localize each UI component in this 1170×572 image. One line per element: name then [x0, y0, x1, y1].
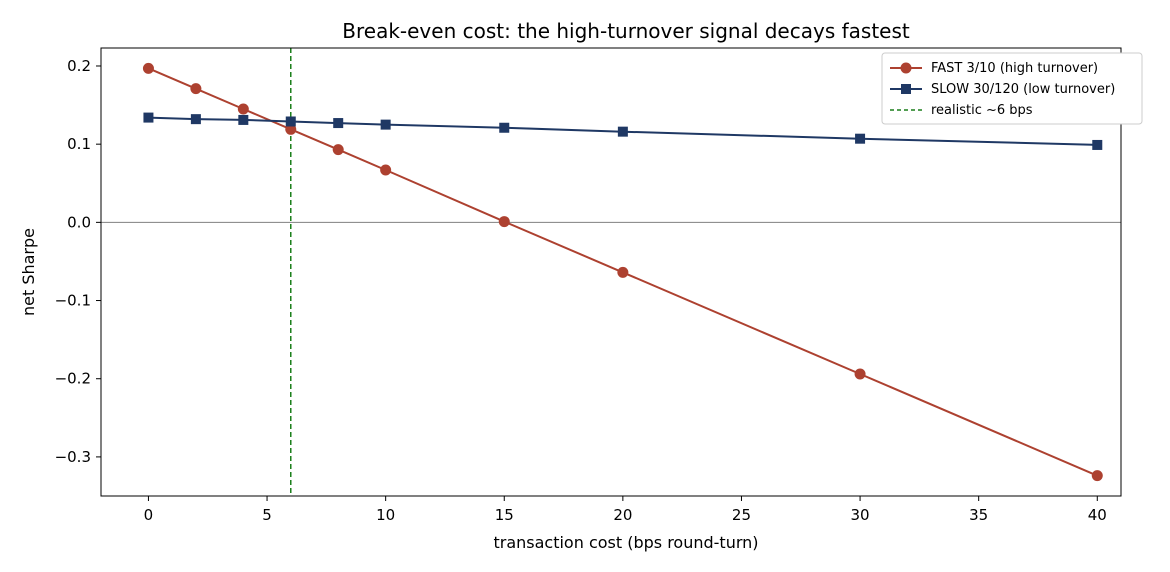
data-point: [499, 122, 510, 133]
data-point: [332, 144, 344, 156]
data-point: [238, 114, 249, 125]
data-point: [333, 118, 344, 129]
legend-label-fast: FAST 3/10 (high turnover): [931, 61, 1098, 76]
chart-title: Break-even cost: the high-turnover signa…: [342, 19, 910, 43]
data-point: [285, 123, 297, 135]
x-axis-title: transaction cost (bps round-turn): [493, 533, 758, 552]
x-tick-label: 0: [144, 506, 154, 524]
data-point: [237, 103, 249, 115]
x-tick-label: 35: [969, 506, 988, 524]
series-line-0: [148, 67, 1098, 477]
data-point: [143, 112, 154, 123]
y-tick-label: 0.1: [67, 135, 91, 153]
data-point: [380, 119, 391, 130]
legend-label-vline: realistic ~6 bps: [931, 103, 1033, 118]
data-point: [498, 216, 510, 228]
x-tick-label: 40: [1088, 506, 1107, 524]
data-point: [380, 164, 392, 176]
data-point: [1092, 139, 1103, 150]
x-tick-label: 10: [376, 506, 395, 524]
axes: 0 5 10 15 20 25 30 35 40 0.2 0.1 0.0 −0.1 −0.2 −0.3: [55, 47, 1122, 524]
x-tick-label: 30: [851, 506, 870, 524]
y-tick-label: −0.2: [55, 370, 91, 388]
y-tick-label: −0.1: [55, 292, 91, 310]
x-tick-label: 25: [732, 506, 751, 524]
y-tick-label: −0.3: [55, 448, 91, 466]
x-tick-label: 20: [613, 506, 632, 524]
data-point: [190, 114, 201, 125]
data-point: [142, 62, 154, 74]
data-point: [1091, 470, 1103, 482]
y-tick-label: 0.2: [67, 57, 91, 75]
legend-fast-marker: [900, 62, 912, 74]
data-point: [855, 133, 866, 144]
legend-box: [881, 52, 1143, 125]
x-tick-label: 15: [495, 506, 514, 524]
data-point: [285, 116, 296, 127]
y-axis-title: net Sharpe: [19, 228, 38, 316]
data-point: [854, 368, 866, 380]
data-point: [617, 126, 628, 137]
legend-label-slow: SLOW 30/120 (low turnover): [931, 82, 1115, 97]
legend: FAST 3/10 (high turnover) SLOW 30/120 (l…: [881, 52, 1143, 125]
plot-area: [101, 48, 1121, 496]
data-point: [617, 266, 629, 278]
plot-frame: [100, 47, 1122, 497]
series-line-1: [148, 116, 1098, 146]
y-tick-label: 0.0: [67, 213, 91, 231]
data-point: [190, 83, 202, 95]
x-tick-label: 5: [262, 506, 272, 524]
legend-slow-marker: [901, 84, 911, 94]
